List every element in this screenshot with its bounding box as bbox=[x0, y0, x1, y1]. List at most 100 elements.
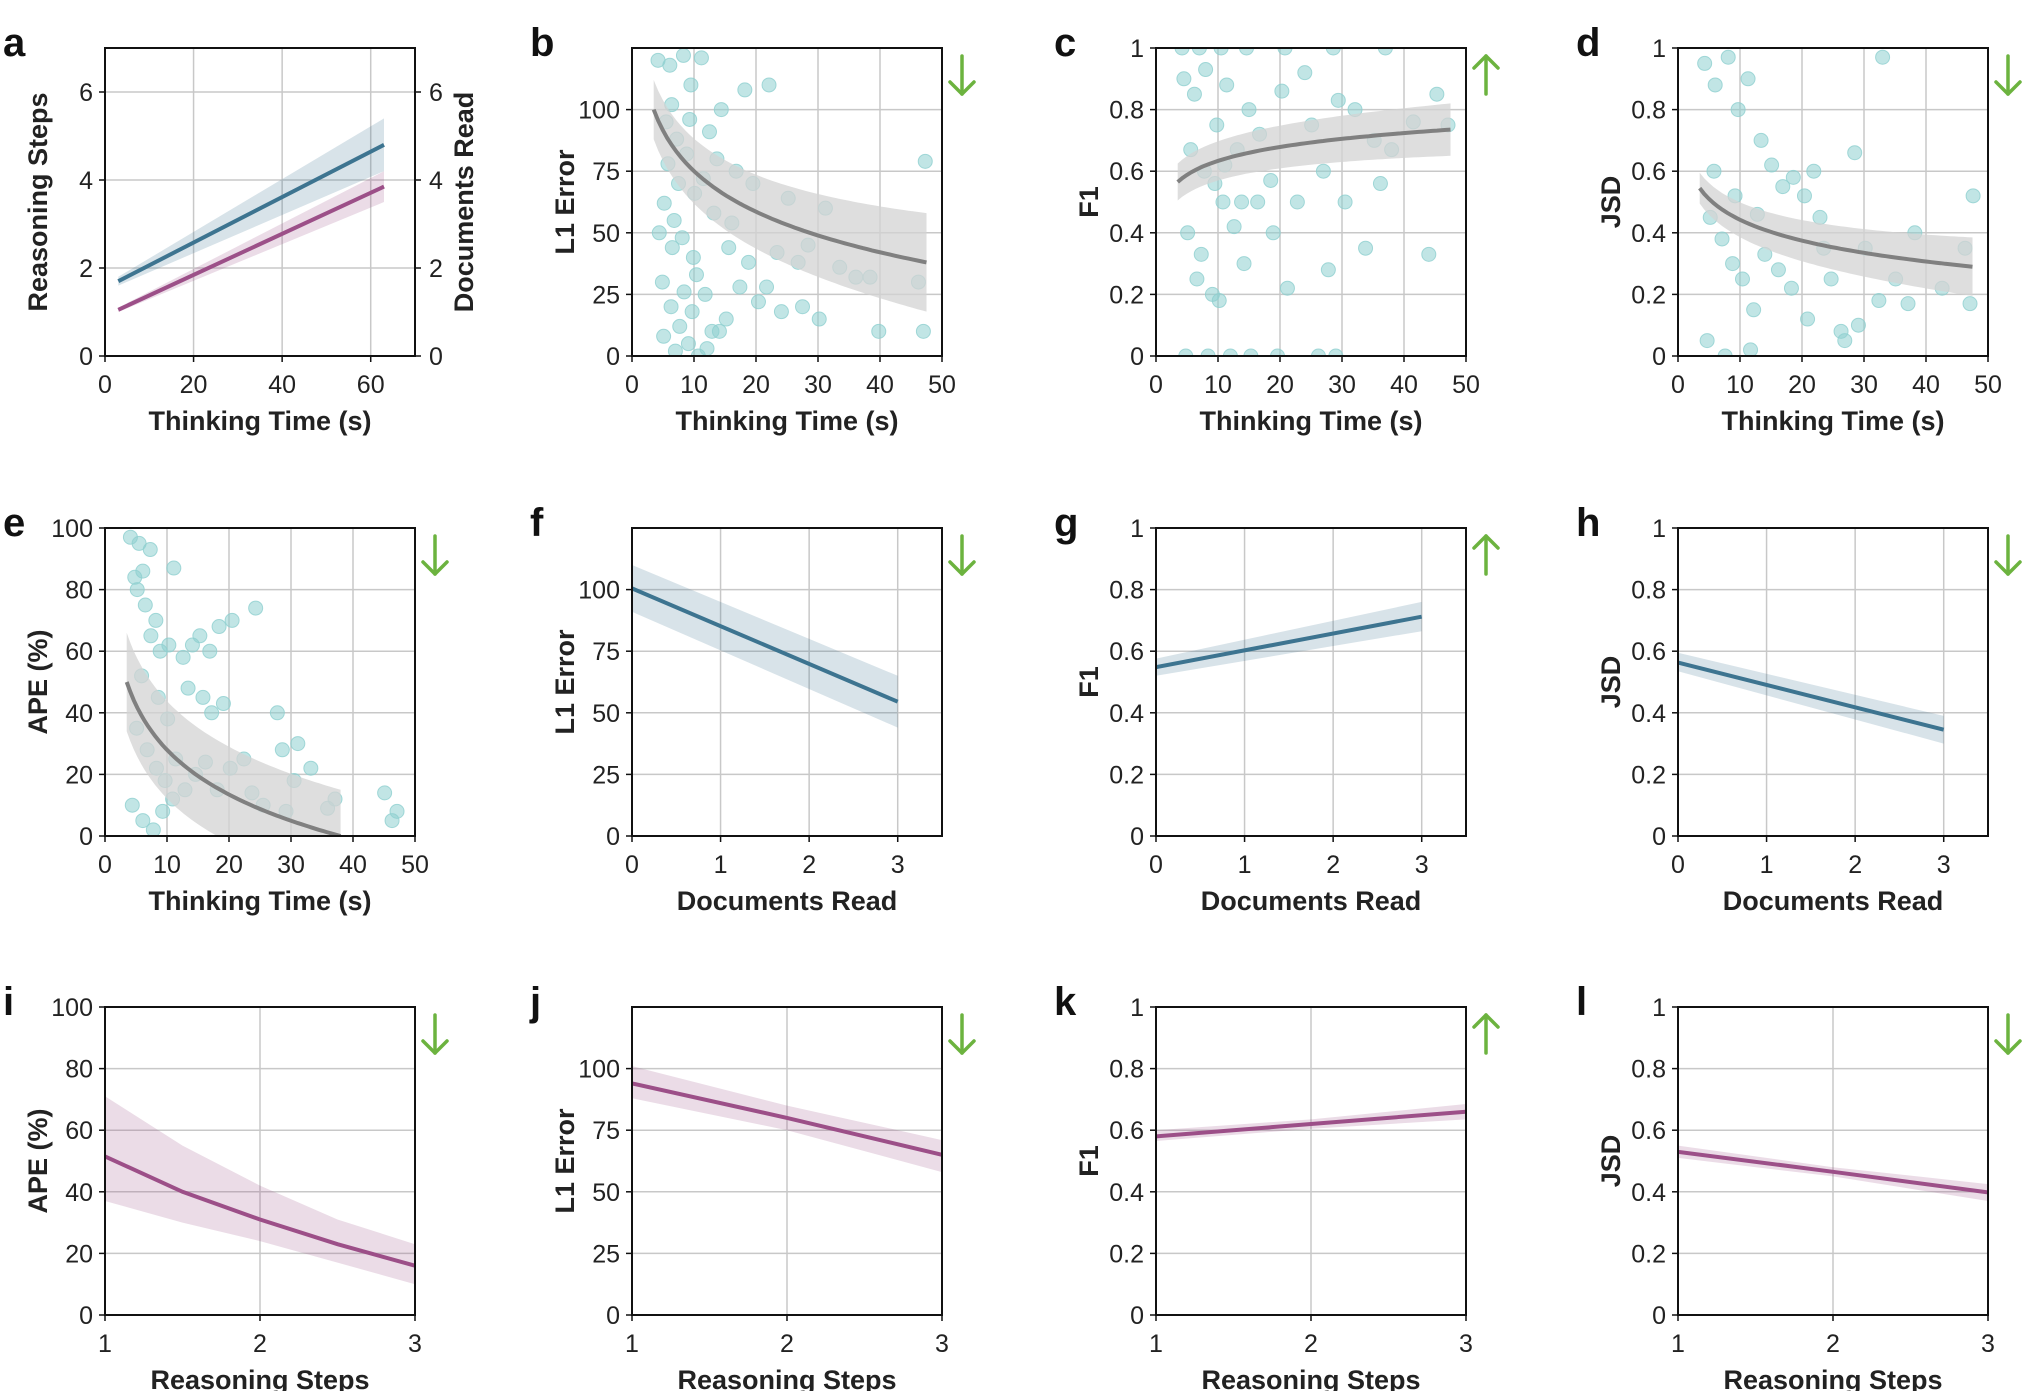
y-tick-label: 60 bbox=[65, 1117, 93, 1145]
panel-letter-c: c bbox=[1054, 21, 1076, 65]
y-tick-label: 1 bbox=[1130, 35, 1144, 63]
y-tick-label: 0.6 bbox=[1631, 158, 1666, 186]
scatter-point bbox=[1243, 348, 1259, 356]
y-tick-label: 0.6 bbox=[1631, 1117, 1666, 1145]
x-tick-label: 0 bbox=[625, 371, 639, 399]
y-tick-label: 0 bbox=[79, 1302, 93, 1330]
arrow-head bbox=[421, 1039, 449, 1055]
y-tick-label: 0 bbox=[1652, 343, 1666, 371]
y-tick-label: 75 bbox=[592, 1117, 620, 1145]
plot-frame bbox=[1677, 47, 1989, 357]
y-tick-label: 0.4 bbox=[1631, 1179, 1666, 1207]
scatter-point bbox=[1717, 348, 1733, 356]
scatter-point bbox=[917, 153, 933, 169]
scatter-point bbox=[1429, 86, 1445, 102]
scatter-point bbox=[759, 279, 775, 295]
scatter-point bbox=[1200, 348, 1216, 356]
scatter-point bbox=[699, 341, 715, 356]
scatter-point bbox=[1796, 188, 1812, 204]
y-right-axis-label: Documents Read bbox=[449, 92, 479, 313]
scatter-point bbox=[1785, 169, 1801, 185]
plot-frame bbox=[1155, 1006, 1467, 1316]
y-tick-label: 75 bbox=[592, 638, 620, 666]
y-tick-label: 0.4 bbox=[1631, 220, 1666, 248]
x-tick-label: 40 bbox=[268, 371, 296, 399]
scatter-point bbox=[761, 77, 777, 93]
scatter-point bbox=[737, 82, 753, 98]
x-tick-label: 30 bbox=[277, 851, 305, 879]
y-tick-label: 0.8 bbox=[1109, 1056, 1144, 1084]
plot-frame bbox=[631, 527, 943, 837]
x-tick-label: 1 bbox=[1671, 1330, 1685, 1358]
y-tick-label: 0.2 bbox=[1109, 761, 1144, 789]
y-tick-label: 40 bbox=[65, 700, 93, 728]
x-tick-label: 0 bbox=[98, 371, 112, 399]
scatter-point bbox=[672, 318, 688, 334]
scatter-point bbox=[656, 195, 672, 211]
arrow-down-icon bbox=[1994, 1013, 2022, 1055]
scatter-point bbox=[1325, 48, 1341, 56]
y-tick-label: 0.2 bbox=[1631, 1240, 1666, 1268]
scatter-point bbox=[145, 822, 161, 836]
arrow-down-icon bbox=[948, 54, 976, 96]
y-axis-label: JSD bbox=[1596, 176, 1626, 229]
y-tick-label: 0 bbox=[1130, 343, 1144, 371]
arrow-head bbox=[421, 560, 449, 576]
fit-line bbox=[124, 681, 342, 836]
panel-g: g 0 1 2 3 0 0.2 0.4 0.6 0.8 1 Documents Read F1 bbox=[1054, 501, 1500, 916]
scatter-point bbox=[143, 628, 159, 644]
scatter-point bbox=[1250, 194, 1266, 210]
y-tick-label: 80 bbox=[65, 1056, 93, 1084]
plot-area bbox=[122, 529, 405, 836]
scatter-point bbox=[656, 328, 672, 344]
y-tick-label: 25 bbox=[592, 761, 620, 789]
scatter-point bbox=[269, 705, 285, 721]
scatter-point bbox=[148, 612, 164, 628]
scatter-point bbox=[1222, 348, 1238, 356]
scatter-point bbox=[384, 813, 400, 829]
y-tick-label: 0 bbox=[1652, 823, 1666, 851]
scatter-point bbox=[871, 323, 887, 339]
scatter-point bbox=[684, 304, 700, 320]
arrow-down-icon bbox=[421, 534, 449, 576]
y-tick-label: 100 bbox=[51, 515, 93, 543]
scatter-point bbox=[702, 124, 717, 140]
y-tick-label: 0.8 bbox=[1109, 577, 1144, 605]
y-tick-label: 2 bbox=[79, 255, 93, 283]
arrow-head bbox=[1994, 1039, 2022, 1055]
fit-confidence-band bbox=[653, 80, 927, 312]
plot-frame bbox=[104, 1006, 416, 1316]
arrow-head bbox=[948, 1039, 976, 1055]
fit-line bbox=[1176, 127, 1451, 184]
scatter-point bbox=[732, 279, 748, 295]
scatter-point bbox=[704, 323, 720, 339]
scatter-point bbox=[1740, 71, 1756, 87]
arrow-down-icon bbox=[948, 534, 976, 576]
plot-frame bbox=[1677, 527, 1989, 837]
scatter-point bbox=[685, 249, 701, 265]
arrow-up-icon bbox=[1472, 534, 1500, 576]
scatter-point bbox=[1800, 311, 1816, 327]
y-tick-label: 20 bbox=[65, 761, 93, 789]
plot-frame bbox=[104, 527, 416, 837]
y-tick-label: 1 bbox=[1130, 515, 1144, 543]
panel-h: h 0 1 2 3 0 0.2 0.4 0.6 0.8 1 Documents Read JSD bbox=[1576, 501, 2022, 916]
scatter-point bbox=[1198, 62, 1214, 78]
x-tick-label: 2 bbox=[1848, 851, 1862, 879]
scatter-point bbox=[1189, 271, 1205, 287]
scatter-point bbox=[155, 803, 171, 819]
plot-frame bbox=[1677, 1006, 1989, 1316]
series-line bbox=[117, 184, 385, 312]
scatter-point bbox=[688, 267, 704, 283]
x-tick-label: 2 bbox=[802, 851, 816, 879]
scatter-point bbox=[1850, 317, 1866, 333]
panel-letter-g: g bbox=[1054, 501, 1078, 545]
x-tick-label: 50 bbox=[1974, 371, 2002, 399]
panel-d: d 0 10 20 30 40 50 0 0.2 0.4 0.6 0.8 1 Thinking Time … bbox=[1576, 21, 2022, 436]
y-axis-label: F1 bbox=[1074, 1145, 1104, 1177]
y-tick-label: 0.4 bbox=[1109, 220, 1144, 248]
x-tick-label: 1 bbox=[1760, 851, 1774, 879]
panel-letter-h: h bbox=[1576, 501, 1600, 545]
scatter-point bbox=[663, 299, 679, 315]
